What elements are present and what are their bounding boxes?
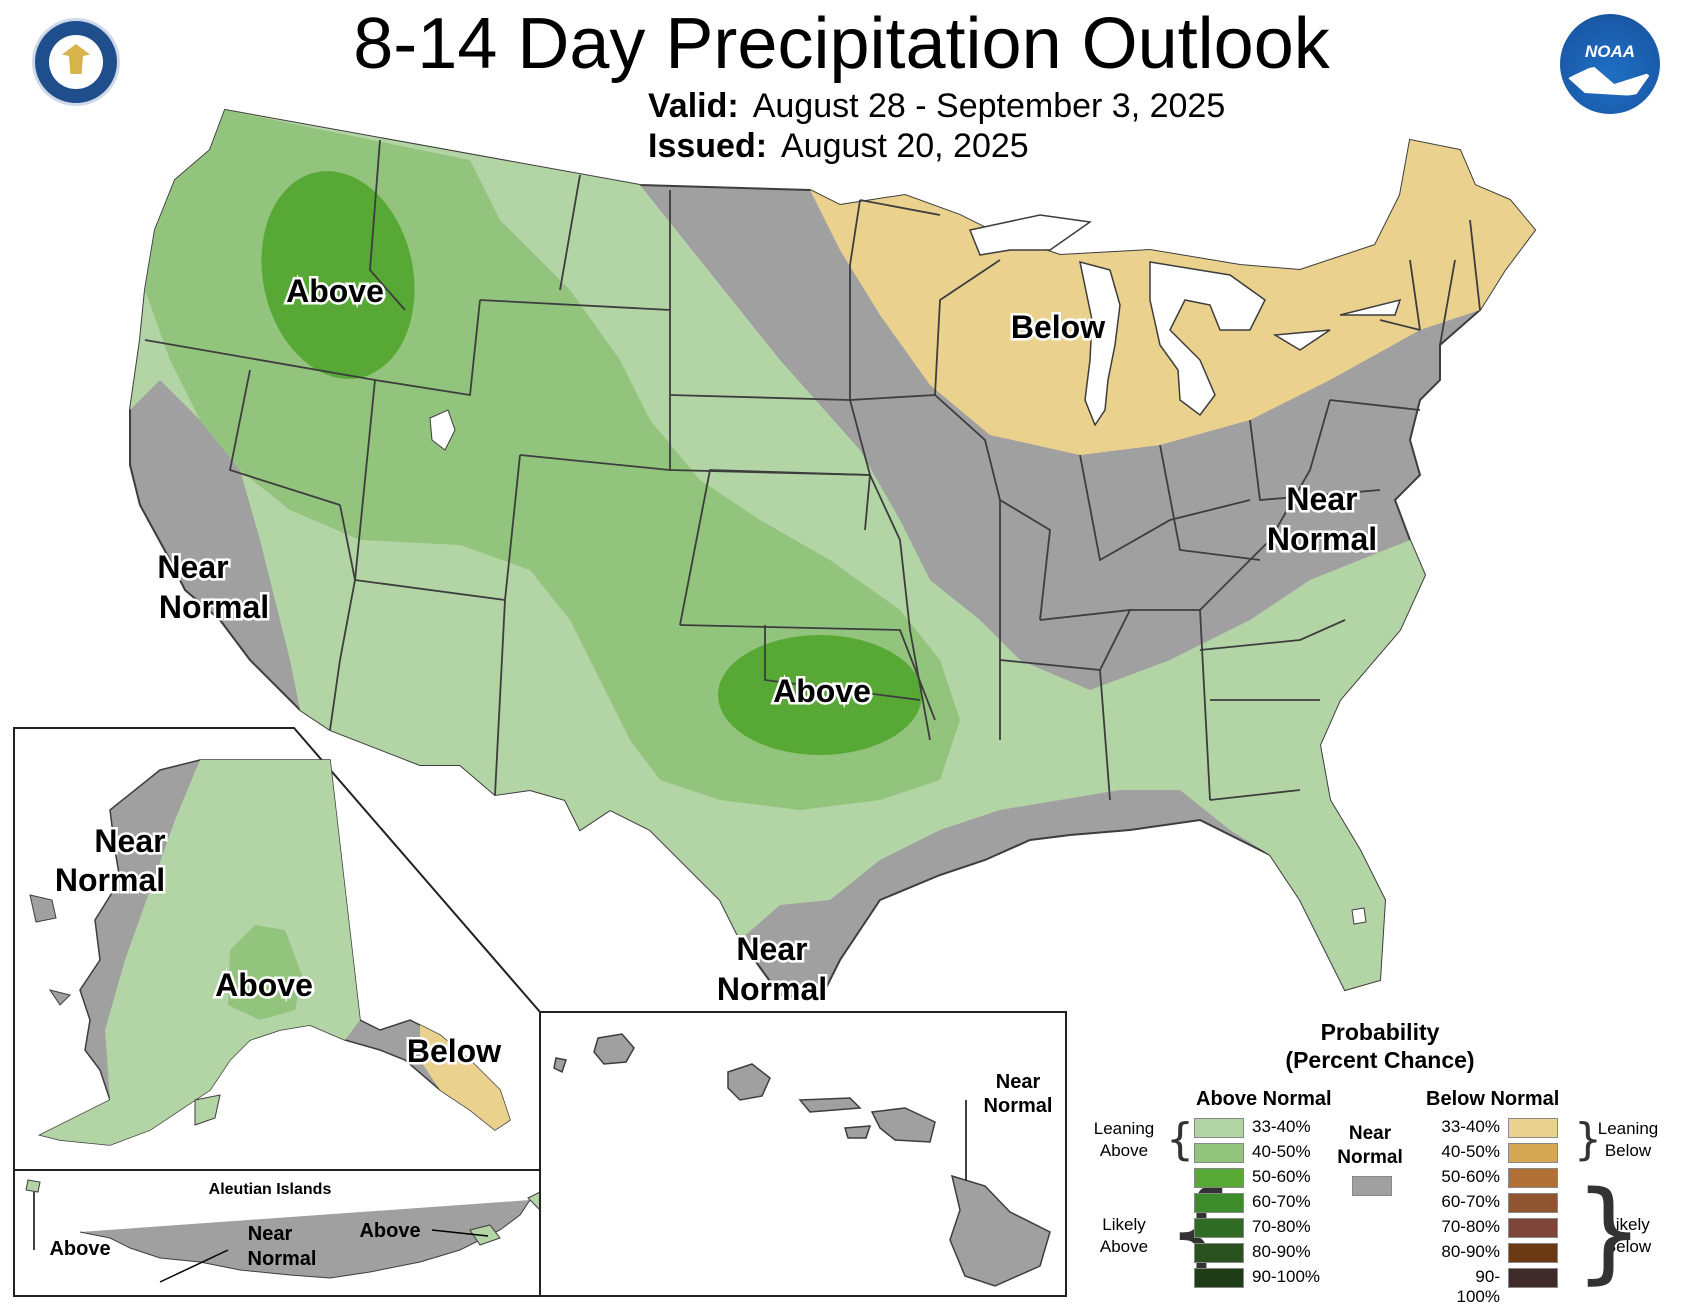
legend-likely-above: Likely Above <box>1084 1214 1164 1258</box>
legend-above-header: Above Normal <box>1196 1088 1332 1110</box>
swatch-above-2 <box>1194 1168 1244 1188</box>
swatch-below-label-3: 60-70% <box>1441 1192 1500 1211</box>
label-oklahoma-above: Above <box>773 673 871 709</box>
label-texas-normal: Normal <box>717 971 827 1007</box>
noaa-logo-text: NOAA <box>1584 42 1636 61</box>
swatch-below-3 <box>1508 1193 1558 1213</box>
valid-label: Valid: <box>648 87 739 125</box>
alaska-inset: Near Normal Above Below <box>13 727 541 1171</box>
issued-value: August 20, 2025 <box>781 127 1029 165</box>
swatch-below-6 <box>1508 1268 1558 1288</box>
label-california-near: Near <box>157 549 228 585</box>
brace-likely-below: } <box>1574 1167 1644 1295</box>
aleutian-label-near: Near <box>248 1223 293 1245</box>
region-above-50-60-oklahoma <box>718 635 922 755</box>
state-boundaries <box>144 139 1481 801</box>
lake-okeechobee <box>1351 907 1367 925</box>
label-northwest-above: Above <box>286 273 384 309</box>
swatch-below-label-0: 33-40% <box>1441 1117 1500 1136</box>
issued-label: Issued: <box>648 127 768 165</box>
legend-title-line1: Probability <box>1320 1019 1440 1045</box>
legend-near-normal: Near Normal <box>1320 1122 1420 1170</box>
alaska-label-west-normal: Normal <box>55 862 165 898</box>
noaa-logo-icon: NOAA <box>1560 14 1660 114</box>
legend-leaning-above: Leaning Above <box>1084 1118 1164 1162</box>
aleutian-label-left-above: Above <box>49 1238 110 1260</box>
alaska-label-west-near: Near <box>94 823 165 859</box>
swatch-above-label-4: 70-80% <box>1252 1217 1311 1236</box>
swatch-below-2 <box>1508 1168 1558 1188</box>
label-california-normal: Normal <box>159 589 269 625</box>
alaska-label-southeast-below: Below <box>407 1033 501 1069</box>
label-texas-near: Near <box>736 931 807 967</box>
swatch-above-label-2: 50-60% <box>1252 1167 1311 1186</box>
brace-leaning-above: { <box>1166 1114 1194 1165</box>
leaning-below-line2: Below <box>1604 1141 1652 1160</box>
swatch-above-label-1: 40-50% <box>1252 1142 1311 1161</box>
alaska-label-interior-above: Above <box>215 967 313 1003</box>
swatch-above-3 <box>1194 1193 1244 1213</box>
label-mid-atlantic-normal: Normal <box>1267 521 1377 557</box>
great-lakes-water <box>968 214 1402 427</box>
department-of-commerce-seal-icon <box>32 18 120 106</box>
valid-value: August 28 - September 3, 2025 <box>752 87 1226 125</box>
swatch-below-label-1: 40-50% <box>1441 1142 1500 1161</box>
alaska-below-33-40 <box>420 1025 510 1130</box>
swatch-below-label-2: 50-60% <box>1441 1167 1500 1186</box>
swatch-below-label-6: 90-100% <box>1456 1267 1500 1306</box>
swatch-above-4 <box>1194 1218 1244 1238</box>
hawaii-label-normal: Normal <box>984 1095 1053 1117</box>
swatch-below-5 <box>1508 1243 1558 1263</box>
legend-title-line2: (Percent Chance) <box>1285 1047 1475 1073</box>
swatch-above-label-0: 33-40% <box>1252 1117 1311 1136</box>
valid-dates: Valid: August 28 - September 3, 2025 <box>648 86 1225 126</box>
leaning-above-line2: Above <box>1099 1141 1149 1160</box>
great-salt-lake <box>429 409 456 451</box>
page-title: 8-14 Day Precipitation Outlook <box>353 4 1330 84</box>
swatch-below-label-4: 70-80% <box>1441 1217 1500 1236</box>
likely-above-line1: Likely <box>1102 1215 1146 1234</box>
swatch-below-1 <box>1508 1143 1558 1163</box>
swatch-above-label-5: 80-90% <box>1252 1242 1311 1261</box>
swatch-above-0 <box>1194 1118 1244 1138</box>
leaning-below-line1: Leaning <box>1597 1119 1659 1138</box>
label-mid-atlantic-near: Near <box>1286 481 1357 517</box>
legend-likely-below: Likely Below <box>1586 1214 1670 1258</box>
alaska-above-40-50 <box>228 925 302 1020</box>
issued-date: Issued: August 20, 2025 <box>648 126 1029 166</box>
hawaii-inset: Near Normal <box>539 1011 1067 1297</box>
swatch-near-normal <box>1352 1176 1392 1196</box>
brace-leaning-below: } <box>1574 1114 1602 1165</box>
legend: Probability (Percent Chance) Above Norma… <box>1080 1018 1680 1306</box>
legend-leaning-below: Leaning Below <box>1586 1118 1670 1162</box>
legend-below-header: Below Normal <box>1426 1088 1560 1110</box>
near-line2: Normal <box>1337 1147 1403 1168</box>
aleutian-title: Aleutian Islands <box>209 1181 332 1198</box>
likely-above-line2: Above <box>1099 1237 1149 1256</box>
aleutian-label-normal: Normal <box>248 1248 317 1270</box>
swatch-above-1 <box>1194 1143 1244 1163</box>
swatch-above-label-3: 60-70% <box>1252 1192 1311 1211</box>
likely-below-line2: Below <box>1604 1237 1652 1256</box>
label-great-lakes-below: Below <box>1011 309 1105 345</box>
likely-below-line1: Likely <box>1606 1215 1650 1234</box>
alaska-above-33-40 <box>40 760 360 1145</box>
region-above-50-60-northwest <box>261 171 415 379</box>
swatch-below-4 <box>1508 1218 1558 1238</box>
swatch-above-6 <box>1194 1268 1244 1288</box>
swatch-below-0 <box>1508 1118 1558 1138</box>
leaning-above-line1: Leaning <box>1093 1119 1155 1138</box>
hawaii-label-near: Near <box>996 1071 1041 1093</box>
aleutian-label-right-above: Above <box>359 1220 420 1242</box>
swatch-above-5 <box>1194 1243 1244 1263</box>
aleutian-inset: Aleutian Islands Above Near Normal Above <box>13 1169 541 1297</box>
swatch-below-label-5: 80-90% <box>1441 1242 1500 1261</box>
swatch-above-label-6: 90-100% <box>1252 1267 1321 1286</box>
near-line1: Near <box>1348 1123 1392 1144</box>
